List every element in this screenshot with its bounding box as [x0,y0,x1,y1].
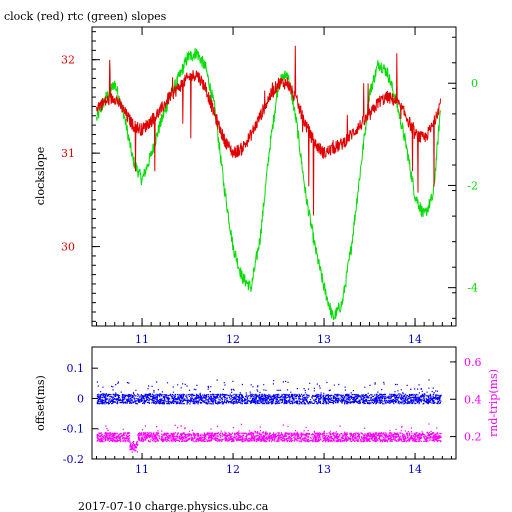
bottom-y-tick-label-left: 0.1 [67,362,85,375]
top-panel: clockslope 11 12 13 14 30 31 32 -4 -2 0 [34,26,478,346]
top-x-tick-label: 12 [226,333,240,346]
clock-series-line [96,45,441,216]
top-x-tick-label: 11 [135,333,149,346]
bottom-x-tick-label: 13 [317,463,331,476]
top-y-tick-label-right: 0 [471,77,478,90]
rtc-series-line [96,48,441,321]
top-y-tick-label-right: -4 [467,282,478,295]
bottom-y-tick-label-right: 0.6 [464,356,482,369]
bottom-y-tick-label-left: -0.2 [63,453,84,466]
bottom-y-tick-label-right: 0.2 [464,431,482,444]
chart-title: clock (red) rtc (green) slopes [4,10,167,23]
top-plot-frame [91,26,457,327]
top-ylabel: clockslope [34,147,47,205]
bottom-y-ticks-left: 0.1 0 -0.1 -0.2 [63,362,98,466]
bottom-x-tick-label: 14 [408,463,422,476]
top-marks [96,45,441,321]
top-y-tick-label-right: -2 [467,179,478,192]
bottom-ylabel-left: offset(ms) [34,375,47,431]
top-y-tick-label-left: 32 [61,54,75,67]
offset-points [96,379,442,405]
top-y-tick-label-left: 30 [61,241,75,254]
top-x-tick-label: 13 [317,333,331,346]
bottom-y-tick-label-left: -0.1 [63,423,84,436]
top-y-tick-label-left: 31 [61,147,75,160]
top-x-tick-label: 14 [408,333,422,346]
bottom-x-tick-label: 11 [135,463,149,476]
bottom-y-ticks-right: 0.6 0.4 0.2 [450,356,482,444]
top-y-ticks-left: 30 31 32 [61,31,100,322]
footer-text: 2017-07-10 charge.physics.ubc.ca [78,500,269,512]
bottom-ylabel-right: rnd-trip(ms) [487,369,500,437]
bottom-x-ticks: 11 12 13 14 [96,453,452,476]
bottom-plot-frame [91,346,457,460]
top-y-ticks-right: -4 -2 0 [448,36,478,319]
top-x-ticks: 11 12 13 14 [96,27,452,346]
roundtrip-points [96,423,442,453]
bottom-marks [96,379,442,453]
bottom-panel: offset(ms) rnd-trip(ms) 11 12 13 14 0.1 0 -0.… [34,346,500,476]
bottom-y-tick-label-left: 0 [77,392,84,405]
bottom-y-tick-label-right: 0.4 [464,393,482,406]
bottom-x-tick-label: 12 [226,463,240,476]
